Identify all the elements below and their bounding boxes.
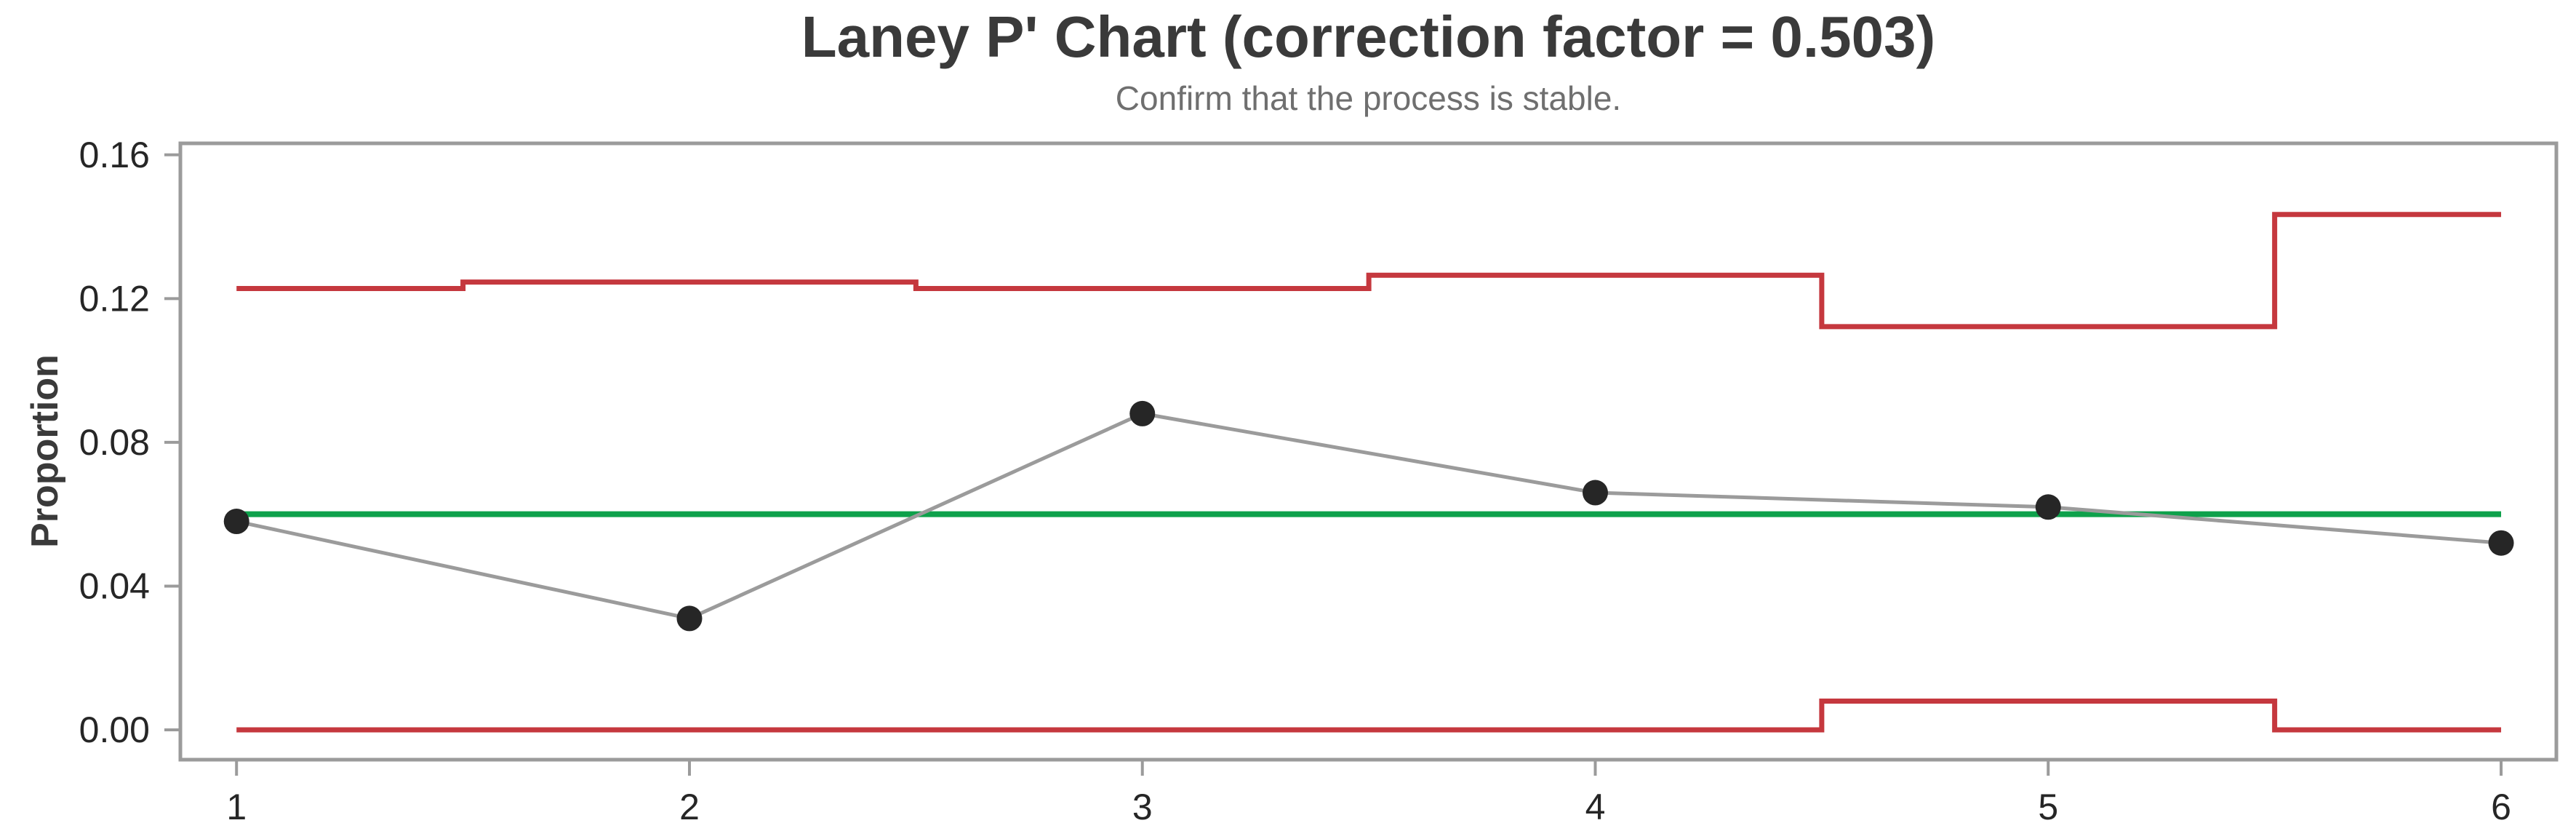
data-point-3	[1129, 400, 1156, 426]
lower-control-limit-line	[236, 698, 2502, 733]
y-tick-label: 0.08	[79, 422, 150, 463]
y-tick-label: 0.00	[79, 709, 150, 750]
data-point-2	[676, 605, 703, 632]
data-point-5	[2035, 494, 2061, 520]
data-point-4	[1583, 480, 1609, 506]
upper-control-limit-line	[236, 212, 2502, 330]
x-tick-label: 6	[2491, 787, 2511, 827]
y-tick-label: 0.12	[79, 278, 150, 319]
x-tick-label: 1	[226, 787, 247, 827]
data-point-1	[223, 509, 249, 535]
y-tick-label: 0.16	[79, 135, 150, 175]
y-tick-label: 0.04	[79, 565, 150, 606]
x-tick-label: 3	[1132, 787, 1153, 827]
x-tick-label: 5	[2038, 787, 2058, 827]
plot-border	[178, 141, 2559, 762]
x-tick-label: 2	[679, 787, 700, 827]
data-point-6	[2488, 530, 2514, 556]
data-series-line	[236, 411, 2502, 621]
x-tick-label: 4	[1585, 787, 1606, 827]
